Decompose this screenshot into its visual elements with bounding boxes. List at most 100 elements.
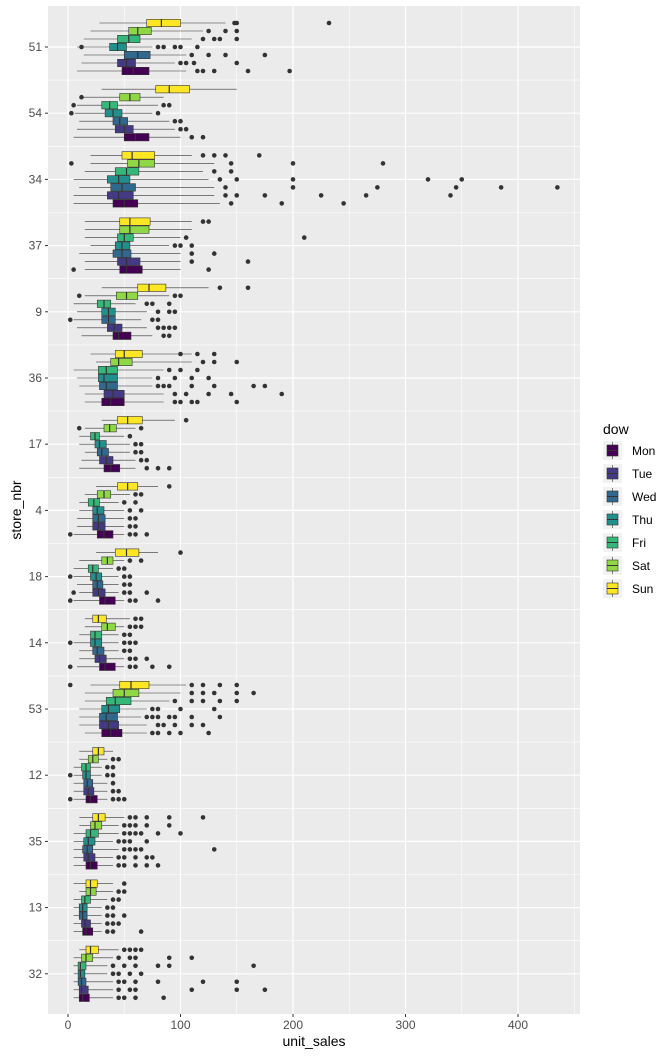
y-tick-label: 51 [29,40,43,54]
outlier-point [172,399,178,405]
outlier-point [67,640,73,646]
outlier-point [189,134,195,140]
store-group-34 [69,151,560,208]
outlier-point [67,772,73,778]
outlier-point [172,44,178,50]
outlier-point [127,656,133,662]
outlier-point [133,616,138,622]
outlier-point [127,558,133,563]
box [114,349,143,358]
y-tick-label: 14 [29,636,43,650]
box [112,331,132,340]
legend-key-wed: Wed [603,487,656,506]
outlier-point [200,979,206,985]
outlier-point [133,664,138,670]
y-tick-label: 35 [29,834,43,848]
outlier-point [71,102,76,108]
outlier-point [448,193,453,198]
legend-key-thu: Thu [603,510,653,529]
outlier-point [211,847,217,852]
outlier-point [133,598,138,603]
outlier-point [251,690,256,696]
outlier-point [183,60,189,66]
outlier-point [155,309,161,315]
outlier-point [262,383,268,389]
outlier-point [105,929,110,934]
outlier-point [69,110,74,116]
store-group-4 [67,482,172,539]
outlier-point [200,722,206,728]
outlier-point [150,301,155,307]
outlier-point [178,706,183,712]
outlier-point [144,855,150,860]
outlier-point [138,492,144,497]
box [107,191,134,200]
outlier-point [67,682,73,688]
outlier-point [251,383,256,389]
outlier-point [189,682,195,688]
x-tick-label: 400 [508,1018,528,1032]
outlier-point [200,698,206,704]
outlier-point [121,913,127,918]
box [78,993,90,1002]
outlier-point [116,955,121,961]
outlier-point [127,947,133,953]
outlier-point [178,550,183,555]
outlier-point [144,590,150,595]
legend-title: dow [603,421,630,437]
box [98,365,118,374]
outlier-point [161,383,166,389]
outlier-point [223,193,228,198]
outlier-point [121,648,127,654]
outlier-point [161,333,166,339]
outlier-point [228,169,234,174]
outlier-point [262,52,268,58]
legend-key-fri: Fri [603,533,646,552]
box [112,688,140,697]
outlier-point [211,153,217,158]
outlier-point [116,889,121,894]
x-tick-label: 0 [65,1018,72,1032]
outlier-point [127,839,133,844]
outlier-point [133,441,138,447]
box [90,630,103,639]
outlier-point [110,921,116,926]
outlier-point [178,60,183,66]
outlier-point [172,293,178,299]
outlier-point [116,566,121,571]
box [155,85,190,94]
x-tick-label: 100 [170,1018,190,1032]
outlier-point [69,161,74,166]
outlier-point [133,492,138,497]
outlier-point [155,383,161,389]
outlier-point [290,177,296,182]
box [96,448,109,457]
outlier-point [110,780,116,786]
store-group-53 [67,680,256,737]
outlier-point [133,823,138,828]
y-axis-ticks: 51 54 34 37 9 36 17 4 18 14 53 12 35 13 32 [29,40,48,981]
box [119,265,143,274]
outlier-point [166,309,172,315]
outlier-point [144,863,150,868]
outlier-point [245,259,251,264]
legend-label-wed: Wed [632,490,656,504]
box [92,506,105,515]
outlier-point [116,897,121,902]
outlier-point [459,177,465,182]
outlier-point [223,185,228,190]
outlier-point [155,714,161,720]
outlier-point [217,177,223,182]
outlier-point [121,582,127,587]
outlier-point [172,714,178,720]
outlier-point [133,500,138,505]
outlier-point [189,955,195,961]
box [92,646,105,655]
outlier-point [133,831,138,836]
outlier-point [217,285,223,291]
outlier-point [133,995,138,1001]
x-axis-ticks: 0 100 200 300 400 [65,1014,528,1032]
outlier-point [110,929,116,934]
outlier-point [453,185,459,190]
store-group-13 [73,879,144,936]
